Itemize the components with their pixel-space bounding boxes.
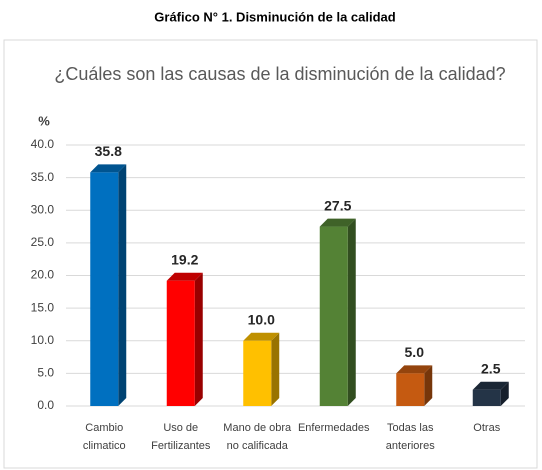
page-heading: Gráfico N° 1. Disminución de la calidad bbox=[154, 9, 395, 24]
y-tick-label: 25.0 bbox=[31, 235, 55, 249]
bar-top bbox=[90, 164, 127, 173]
y-tick-label: 35.0 bbox=[31, 170, 55, 184]
y-tick-label: 15.0 bbox=[31, 300, 55, 314]
x-tick-label: Otras bbox=[473, 422, 500, 434]
bar-side bbox=[500, 381, 509, 406]
bar-top bbox=[319, 218, 356, 227]
x-tick-label: Uso de Fertilizantes bbox=[151, 422, 211, 452]
data-label: 5.0 bbox=[405, 344, 425, 360]
data-label: 19.2 bbox=[171, 251, 198, 267]
bar bbox=[243, 340, 272, 406]
data-label: 35.8 bbox=[95, 143, 122, 159]
bar bbox=[472, 389, 501, 406]
bar-top bbox=[243, 332, 280, 341]
x-tick-label: Cambio climatico bbox=[83, 422, 126, 452]
bar-side bbox=[347, 218, 356, 406]
bar-top bbox=[472, 381, 509, 390]
y-tick-label: 5.0 bbox=[37, 366, 54, 380]
y-tick-label: 20.0 bbox=[31, 268, 55, 282]
bar-side bbox=[194, 272, 203, 406]
x-tick-label: Enfermedades bbox=[298, 422, 370, 434]
data-label: 2.5 bbox=[481, 360, 501, 376]
data-label: 10.0 bbox=[248, 311, 275, 327]
bar-side bbox=[271, 332, 280, 406]
x-tick-label: Mano de obra no calificada bbox=[223, 422, 292, 452]
y-tick-label: 30.0 bbox=[31, 202, 55, 216]
y-tick-label: 0.0 bbox=[37, 398, 54, 412]
bar bbox=[396, 373, 425, 406]
bar bbox=[90, 172, 119, 406]
bar bbox=[166, 280, 195, 406]
bar-top bbox=[396, 365, 433, 374]
bar bbox=[319, 226, 348, 406]
bar-top bbox=[166, 272, 203, 281]
y-tick-label: 40.0 bbox=[31, 137, 55, 151]
bar-side bbox=[118, 164, 127, 406]
x-tick-label: Todas las anteriores bbox=[386, 422, 435, 452]
bar-side bbox=[424, 365, 433, 406]
y-tick-label: 10.0 bbox=[31, 333, 55, 347]
y-axis-label: % bbox=[38, 113, 50, 128]
chart-title: ¿Cuáles son las causas de la disminución… bbox=[54, 64, 505, 84]
data-label: 27.5 bbox=[324, 197, 351, 213]
